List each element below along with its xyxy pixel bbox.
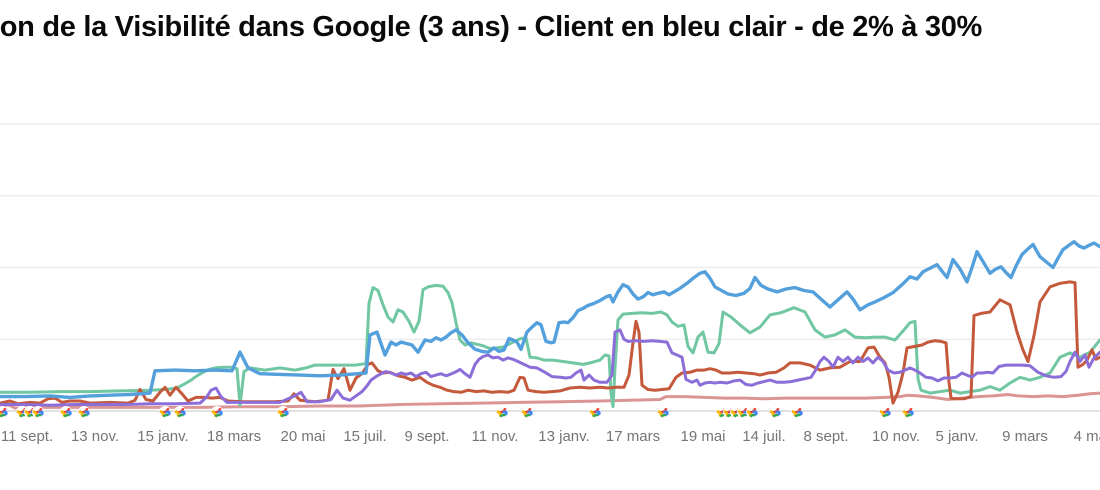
x-tick-label: 15 juil. <box>343 428 387 445</box>
series-concurrent-orange-line <box>0 280 1100 406</box>
google-update-marker-icon <box>589 406 602 418</box>
x-tick-label: 9 mars <box>1002 428 1048 445</box>
google-update-marker-icon <box>769 406 782 418</box>
series-concurrent-violet-line <box>0 328 1100 407</box>
x-tick-label: 9 sept. <box>404 428 450 445</box>
google-update-marker-icon <box>879 406 892 418</box>
x-tick-label: 15 janv. <box>137 428 189 445</box>
google-update-marker-icon <box>32 406 45 418</box>
x-tick-label: 17 mars <box>605 428 661 445</box>
x-tick-label: 19 mai <box>680 428 726 445</box>
x-tick-label: 11 nov. <box>471 428 519 445</box>
x-tick-label: 8 sept. <box>803 428 849 445</box>
google-update-marker-icon <box>521 406 534 418</box>
google-update-marker-icon <box>211 406 224 418</box>
chart-title: ion de la Visibilité dans Google (3 ans)… <box>0 11 983 43</box>
google-update-marker-icon <box>791 406 804 418</box>
x-tick-label: 13 janv. <box>538 428 590 445</box>
series-concurrent-vert-line <box>0 283 1100 409</box>
x-tick-label: 11 sept. <box>0 428 54 445</box>
x-tick-label: 5 janv. <box>935 428 979 445</box>
google-update-marker-icon <box>657 406 670 418</box>
series-concurrent-rose-line <box>0 391 1100 410</box>
google-update-marker-icon <box>60 406 73 418</box>
x-tick-label: 18 mars <box>206 428 262 445</box>
x-tick-label: 20 mai <box>280 428 326 445</box>
google-update-marker-icon <box>277 406 290 418</box>
google-update-marker-icon <box>746 406 759 418</box>
google-update-marker-icon <box>0 406 9 418</box>
x-tick-label: 4 mai <box>1073 428 1100 445</box>
x-tick-label: 10 nov. <box>871 428 921 445</box>
series-client-line <box>0 240 1100 400</box>
google-update-marker-icon <box>174 406 187 418</box>
google-update-marker-icon <box>78 406 91 418</box>
x-tick-label: 14 juil. <box>742 428 786 445</box>
x-tick-label: 13 nov. <box>70 428 120 445</box>
google-update-marker-icon <box>902 406 915 418</box>
google-update-marker-icon <box>496 406 509 418</box>
google-update-marker-icon <box>159 406 172 418</box>
